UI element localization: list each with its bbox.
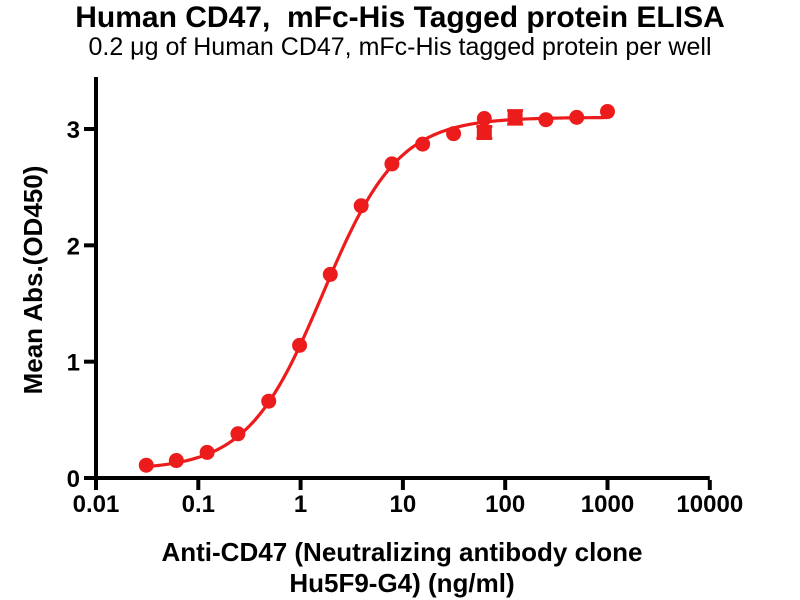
y-tick-label: 0	[67, 466, 80, 493]
chart-title: Human CD47, mFc-His Tagged protein ELISA	[75, 1, 725, 34]
x-tick-label: 0.1	[182, 491, 215, 518]
data-point-circle	[168, 453, 184, 469]
data-point-circle	[538, 112, 554, 128]
data-point-circle	[415, 136, 431, 152]
chart-subtitle: 0.2 μg of Human CD47, mFc-His tagged pro…	[88, 33, 712, 61]
data-point-circle	[230, 426, 246, 442]
fit-curve	[146, 115, 608, 469]
y-tick-label: 2	[67, 233, 80, 260]
x-tick-label: 10	[390, 491, 417, 518]
x-axis-label-line2: Hu5F9-G4) (ng/ml)	[289, 568, 515, 598]
data-point-circle	[138, 457, 154, 473]
x-tick-label: 10000	[676, 491, 743, 518]
data-point-circle	[600, 104, 615, 120]
data-point-circle	[199, 444, 215, 460]
x-tick-label: 1000	[581, 491, 634, 518]
data-point-circle	[446, 126, 462, 142]
data-point-circle	[476, 111, 492, 127]
data-point-circle	[384, 156, 400, 172]
x-tick-label: 0.01	[73, 491, 120, 518]
data-point-square	[507, 109, 523, 125]
data-point-square	[476, 124, 492, 140]
data-point-circle	[261, 393, 277, 409]
x-tick-label: 1	[294, 491, 307, 518]
y-tick-label: 1	[67, 350, 80, 377]
x-tick-label: 100	[485, 491, 525, 518]
y-tick-label: 3	[67, 117, 80, 144]
data-point-circle	[569, 109, 585, 125]
x-axis-label: Anti-CD47 (Neutralizing antibody clone H…	[52, 537, 752, 599]
data-point-circle	[353, 198, 369, 214]
x-axis-label-line1: Anti-CD47 (Neutralizing antibody clone	[161, 537, 643, 567]
data-point-circle	[292, 337, 308, 353]
data-point-circle	[322, 266, 338, 282]
